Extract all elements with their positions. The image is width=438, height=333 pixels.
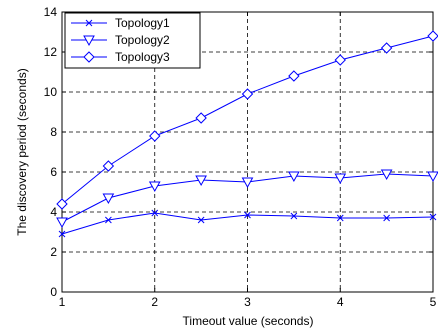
legend-marker [83, 35, 95, 47]
marker-stroke [244, 211, 251, 219]
y-tick-label: 14 [44, 5, 58, 19]
x-tick-label: 5 [430, 295, 437, 309]
data-point [427, 30, 438, 42]
y-tick-label: 10 [44, 85, 58, 99]
data-point [288, 70, 300, 82]
marker-stroke [85, 19, 93, 27]
series-topology3 [56, 30, 438, 210]
marker-stroke [429, 213, 437, 221]
data-point [429, 213, 437, 221]
marker-stroke [197, 216, 205, 224]
data-point [105, 216, 112, 224]
y-tick-label: 12 [44, 45, 58, 59]
data-point [56, 198, 68, 210]
series-topology1 [58, 209, 437, 238]
data-point [244, 211, 251, 219]
y-axis-label: The discovery period (seconds) [15, 68, 29, 235]
data-point [102, 160, 115, 172]
y-tick-label: 0 [50, 285, 57, 299]
legend-marker [83, 51, 95, 63]
series-layer [56, 30, 438, 238]
series-topology2 [56, 169, 438, 229]
data-point [241, 88, 254, 100]
legend-item: Topology2 [71, 33, 170, 47]
data-point [58, 230, 66, 238]
legend-label: Topology3 [115, 50, 170, 64]
x-tick-label: 4 [337, 295, 344, 309]
data-point [427, 171, 438, 183]
marker-stroke [58, 230, 66, 238]
legend-item: Topology1 [71, 16, 170, 30]
data-point [56, 217, 68, 229]
x-tick-label: 2 [151, 295, 158, 309]
data-point [336, 214, 344, 222]
marker-stroke [383, 214, 390, 222]
data-point [380, 42, 393, 54]
x-tick-label: 3 [244, 295, 251, 309]
data-point [151, 209, 159, 217]
data-point [102, 193, 115, 205]
marker-stroke [290, 212, 298, 220]
data-point [197, 216, 205, 224]
data-point [195, 112, 207, 124]
data-point [334, 54, 346, 66]
data-point [383, 214, 390, 222]
data-point [334, 173, 347, 185]
data-point [241, 177, 254, 189]
data-point [195, 175, 207, 187]
legend: Topology1 Topology2 Topology3 [64, 12, 201, 69]
legend-marker [85, 19, 93, 27]
legend-label: Topology2 [115, 33, 170, 47]
legend-label: Topology1 [115, 16, 170, 30]
data-point [380, 169, 393, 181]
marker-stroke [151, 209, 159, 217]
y-tick-label: 8 [50, 125, 57, 139]
data-point [290, 212, 298, 220]
data-point [288, 171, 300, 183]
legend-item: Topology3 [71, 50, 170, 64]
x-tick-label: 1 [59, 295, 66, 309]
y-tick-label: 4 [50, 205, 57, 219]
marker-stroke [105, 216, 112, 224]
marker-stroke [336, 214, 344, 222]
data-point [149, 130, 161, 142]
data-point [148, 181, 161, 193]
y-tick-label: 6 [50, 165, 57, 179]
y-tick-label: 2 [50, 245, 57, 259]
x-axis-label: Timeout value (seconds) [183, 314, 314, 328]
